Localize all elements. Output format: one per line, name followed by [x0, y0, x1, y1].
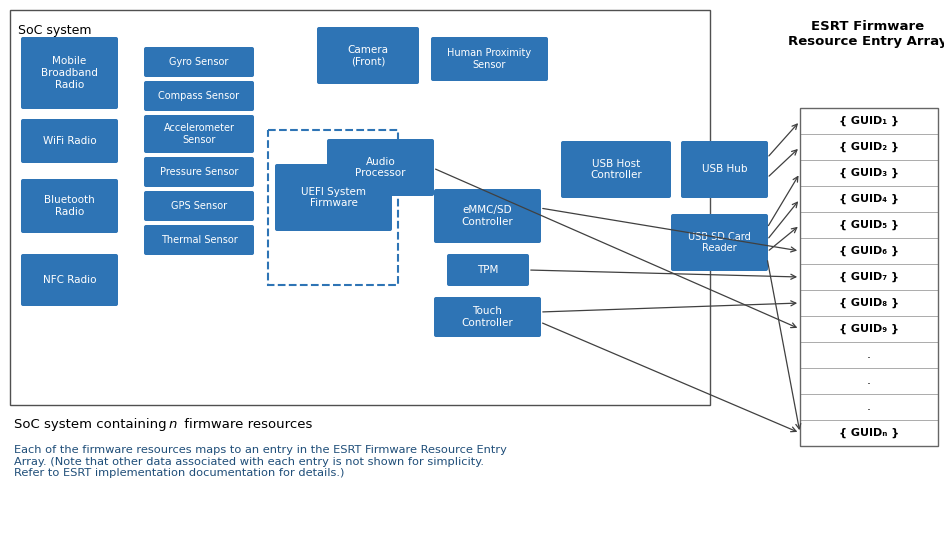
FancyBboxPatch shape	[561, 141, 670, 198]
Bar	[800, 264, 937, 290]
FancyBboxPatch shape	[143, 157, 254, 187]
FancyBboxPatch shape	[430, 37, 548, 81]
Text: firmware resources: firmware resources	[179, 418, 312, 431]
Text: eMMC/SD
Controller: eMMC/SD Controller	[461, 205, 513, 227]
Text: .: .	[866, 375, 870, 388]
FancyBboxPatch shape	[143, 115, 254, 153]
Text: { GUID₇ }: { GUID₇ }	[838, 272, 898, 282]
Bar	[800, 290, 937, 316]
Text: UEFI System
Firmware: UEFI System Firmware	[300, 197, 365, 218]
Bar	[10, 10, 709, 405]
Text: Audio
Processor: Audio Processor	[355, 157, 405, 178]
Text: .: .	[866, 349, 870, 362]
FancyBboxPatch shape	[275, 164, 392, 231]
Text: WiFi Radio: WiFi Radio	[42, 136, 96, 146]
Text: GPS Sensor: GPS Sensor	[171, 201, 227, 211]
Bar	[800, 316, 937, 342]
Bar	[800, 238, 937, 264]
Text: { GUID₃ }: { GUID₃ }	[838, 168, 898, 178]
Text: { GUID₅ }: { GUID₅ }	[838, 220, 898, 230]
Bar	[800, 108, 937, 134]
Text: { GUID₁ }: { GUID₁ }	[838, 116, 898, 126]
Bar	[800, 212, 937, 238]
FancyBboxPatch shape	[21, 37, 118, 109]
FancyBboxPatch shape	[681, 141, 767, 198]
Text: NFC Radio: NFC Radio	[42, 275, 96, 285]
FancyBboxPatch shape	[433, 189, 540, 243]
FancyBboxPatch shape	[21, 119, 118, 163]
Bar	[800, 342, 937, 368]
Bar	[800, 394, 937, 420]
FancyBboxPatch shape	[670, 214, 767, 271]
Text: Pressure Sensor: Pressure Sensor	[160, 167, 238, 177]
Text: { GUID₆ }: { GUID₆ }	[838, 246, 898, 256]
Text: Bluetooth
Radio: Bluetooth Radio	[44, 195, 94, 217]
Text: Camera
(Front): Camera (Front)	[347, 45, 388, 66]
FancyBboxPatch shape	[143, 81, 254, 111]
Bar	[800, 420, 937, 446]
Text: { GUID₉ }: { GUID₉ }	[838, 324, 898, 334]
Text: Human Proximity
Sensor: Human Proximity Sensor	[447, 48, 531, 70]
Text: Touch
Controller: Touch Controller	[461, 306, 513, 328]
Text: { GUID₄ }: { GUID₄ }	[838, 194, 898, 204]
Bar	[268, 130, 397, 285]
FancyBboxPatch shape	[21, 179, 118, 233]
Text: ESRT Firmware
Resource Entry Array: ESRT Firmware Resource Entry Array	[787, 20, 944, 48]
FancyBboxPatch shape	[21, 254, 118, 306]
Text: USB Hub: USB Hub	[701, 165, 747, 174]
FancyBboxPatch shape	[143, 47, 254, 77]
Text: n: n	[169, 418, 177, 431]
Text: Accelerometer
Sensor: Accelerometer Sensor	[163, 123, 234, 145]
Bar	[800, 186, 937, 212]
Bar	[800, 368, 937, 394]
Text: SoC system containing: SoC system containing	[14, 418, 171, 431]
FancyBboxPatch shape	[327, 139, 433, 196]
Text: USB Host
Controller: USB Host Controller	[589, 159, 641, 180]
Text: SoC system: SoC system	[18, 24, 92, 37]
FancyBboxPatch shape	[433, 297, 540, 337]
Text: Compass Sensor: Compass Sensor	[159, 91, 240, 101]
Bar	[800, 134, 937, 160]
Text: .: .	[866, 401, 870, 414]
Text: USB SD Card
Reader: USB SD Card Reader	[687, 232, 750, 253]
Text: TPM: TPM	[477, 265, 498, 275]
Text: { GUID₈ }: { GUID₈ }	[838, 298, 898, 308]
FancyBboxPatch shape	[316, 27, 418, 84]
Bar	[800, 108, 937, 446]
Text: { GUID₂ }: { GUID₂ }	[838, 142, 898, 152]
FancyBboxPatch shape	[143, 225, 254, 255]
Text: Gyro Sensor: Gyro Sensor	[169, 57, 228, 67]
Text: Thermal Sensor: Thermal Sensor	[160, 235, 237, 245]
Bar	[800, 160, 937, 186]
Text: { GUIDₙ }: { GUIDₙ }	[838, 428, 898, 438]
Text: Each of the firmware resources maps to an entry in the ESRT Firmware Resource En: Each of the firmware resources maps to a…	[14, 445, 506, 478]
Text: UEFI System
Firmware: UEFI System Firmware	[301, 187, 365, 209]
FancyBboxPatch shape	[143, 191, 254, 221]
FancyBboxPatch shape	[447, 254, 529, 286]
Text: Mobile
Broadband
Radio: Mobile Broadband Radio	[41, 56, 98, 90]
